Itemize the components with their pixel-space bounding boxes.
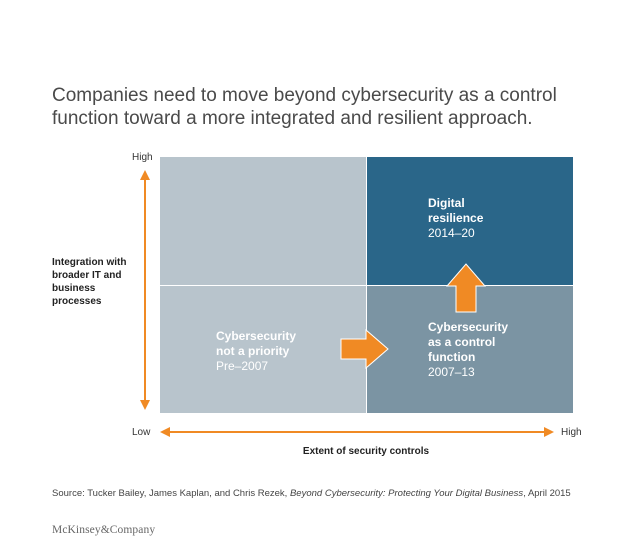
title-line-1: Companies need to move beyond cybersecur… xyxy=(52,85,557,106)
control-function-line-3: function xyxy=(428,350,476,364)
mckinsey-logo: McKinsey&Company xyxy=(52,524,156,536)
x-axis-arrow xyxy=(160,427,554,437)
x-axis-label: Extent of security controls xyxy=(302,446,430,457)
y-axis-high-label: High xyxy=(132,152,153,163)
y-axis-label-line-4: processes xyxy=(52,296,102,307)
quadrant-control-function-text: Cybersecurity as a control function 2007… xyxy=(428,320,508,380)
quadrant-digital-resilience-text: Digital resilience 2014–20 xyxy=(428,196,483,241)
title-line-2: function toward a more integrated and re… xyxy=(52,108,533,129)
not-priority-line-1: Cybersecurity xyxy=(216,329,297,343)
quadrant-top-left xyxy=(160,157,366,285)
digital-resilience-line-2: resilience xyxy=(428,211,484,225)
not-priority-line-2: not a priority xyxy=(216,344,290,358)
up-progress-arrow xyxy=(445,263,487,313)
digital-resilience-line-1: Digital xyxy=(428,196,465,210)
source-prefix: Source: Tucker Bailey, James Kaplan, and… xyxy=(52,488,290,499)
axis-low-label: Low xyxy=(132,427,151,438)
not-priority-period: Pre–2007 xyxy=(216,359,269,373)
control-function-period: 2007–13 xyxy=(428,365,475,379)
y-axis-label-line-2: broader IT and xyxy=(52,270,122,281)
chart-title: Companies need to move beyond cybersecur… xyxy=(52,84,592,130)
control-function-line-1: Cybersecurity xyxy=(428,320,509,334)
quadrant-not-priority-text: Cybersecurity not a priority Pre–2007 xyxy=(216,329,296,374)
x-axis-high-label: High xyxy=(561,427,582,438)
right-progress-arrow xyxy=(340,328,389,370)
source-suffix: , April 2015 xyxy=(523,488,571,499)
control-function-line-2: as a control xyxy=(428,335,496,349)
source-note: Source: Tucker Bailey, James Kaplan, and… xyxy=(52,487,612,500)
y-axis-label-line-3: business xyxy=(52,283,96,294)
y-axis-arrow xyxy=(140,170,150,410)
source-title: Beyond Cybersecurity: Protecting Your Di… xyxy=(289,488,524,499)
y-axis-label-line-1: Integration with xyxy=(52,257,127,268)
quadrant-digital-resilience xyxy=(367,157,573,285)
digital-resilience-period: 2014–20 xyxy=(428,226,475,240)
quadrant-cybersecurity-not-priority xyxy=(160,286,366,413)
y-axis-label: Integration with broader IT and business… xyxy=(52,256,152,308)
